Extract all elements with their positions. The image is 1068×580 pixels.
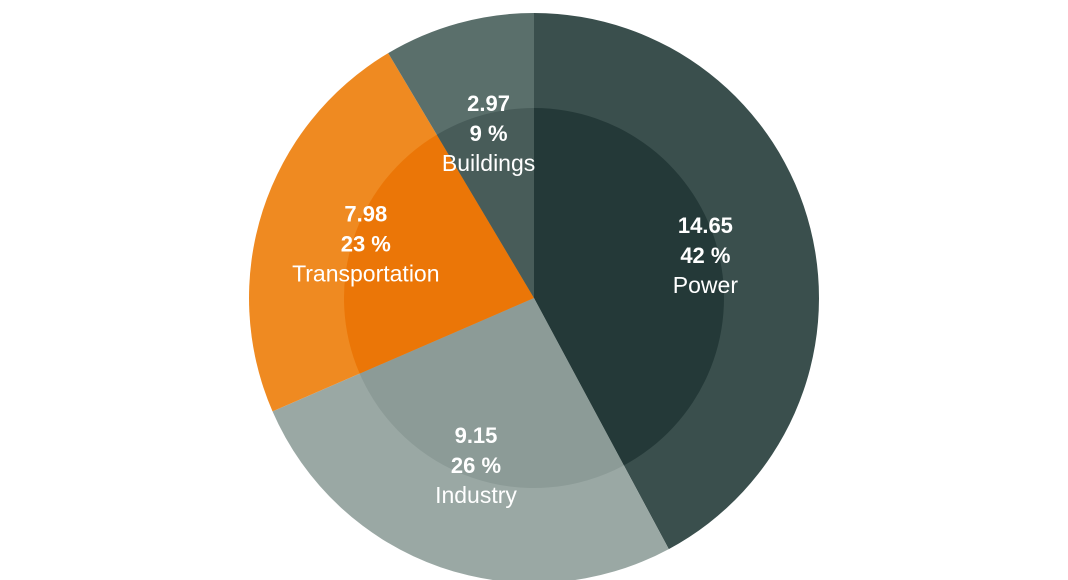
pie-slice-inner-buildings (436, 108, 534, 298)
percent-label-industry: 26 % (451, 453, 501, 478)
percent-label-transportation: 23 % (341, 232, 391, 257)
category-label-industry: Industry (435, 482, 517, 508)
percent-label-power: 42 % (680, 243, 730, 268)
inner-disc-slices (343, 108, 724, 488)
category-label-power: Power (673, 272, 739, 298)
pie-slice-inner-power (534, 108, 724, 466)
value-label-power: 14.65 (678, 213, 733, 238)
pie-slice-inner-industry (359, 298, 624, 488)
value-label-transportation: 7.98 (344, 202, 387, 227)
category-label-buildings: Buildings (442, 150, 535, 176)
category-label-transportation: Transportation (292, 261, 439, 287)
slice-label-industry: 9.15 26 % Industry (435, 423, 517, 508)
slice-label-transportation: 7.98 23 % Transportation (292, 202, 439, 287)
value-label-industry: 9.15 (455, 423, 498, 448)
slice-label-power: 14.65 42 % Power (673, 213, 739, 298)
percent-label-buildings: 9 % (470, 121, 508, 146)
value-label-buildings: 2.97 (467, 91, 510, 116)
slice-labels: 14.65 42 % Power 9.15 26 % Industry 7.98 23 % Tr… (292, 91, 738, 508)
pie-slice-inner-transportation (343, 134, 534, 374)
slice-label-buildings: 2.97 9 % Buildings (442, 91, 535, 176)
